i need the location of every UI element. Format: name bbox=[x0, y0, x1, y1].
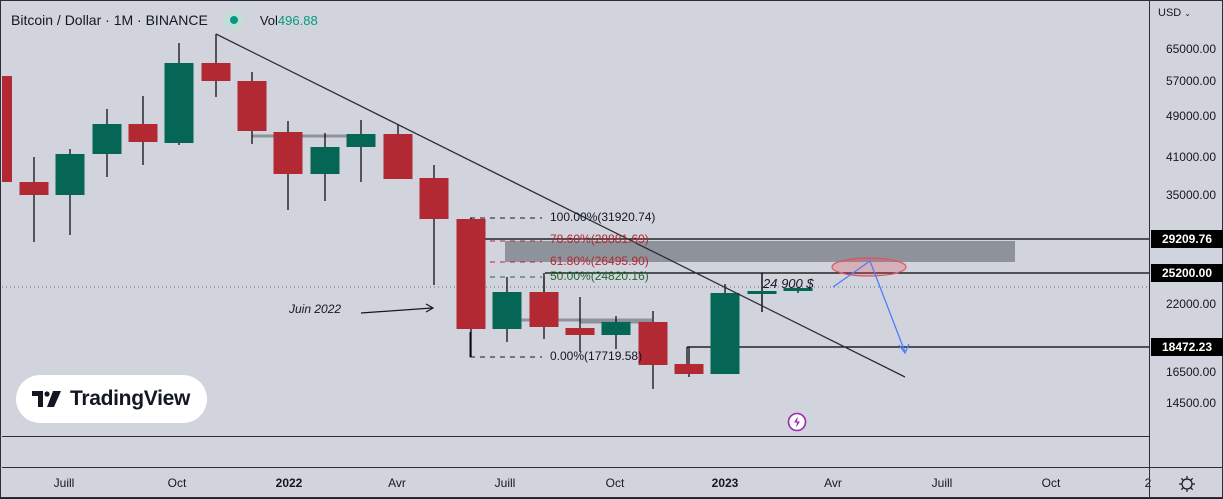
tradingview-logo-text: TradingView bbox=[70, 387, 191, 410]
price-tick: 16500.00 bbox=[1165, 365, 1216, 379]
time-label: 2022 bbox=[275, 476, 303, 490]
candle[interactable] bbox=[128, 124, 158, 142]
price-tick: 49000.00 bbox=[1165, 109, 1216, 123]
time-label: Avr bbox=[824, 476, 842, 490]
time-label: Juill bbox=[53, 476, 75, 490]
candle[interactable] bbox=[565, 328, 595, 335]
symbol-title[interactable]: Bitcoin / Dollar · 1M · BINANCE bbox=[11, 12, 208, 28]
candle[interactable] bbox=[710, 293, 740, 374]
price-tick: 35000.00 bbox=[1165, 188, 1216, 202]
time-label: Avr bbox=[388, 476, 406, 490]
indicator-subpane[interactable] bbox=[2, 436, 1149, 467]
price-tick: 41000.00 bbox=[1165, 150, 1216, 164]
tradingview-logo[interactable]: TradingView bbox=[16, 375, 207, 423]
price-level-tag[interactable]: 25200.00 bbox=[1151, 264, 1223, 282]
candlestick-canvas[interactable] bbox=[2, 2, 1149, 436]
candle[interactable] bbox=[346, 134, 376, 147]
candle[interactable] bbox=[383, 134, 413, 179]
candle[interactable] bbox=[201, 63, 231, 81]
projection-arrow bbox=[832, 259, 906, 353]
time-label: Oct bbox=[167, 476, 187, 490]
juin-2022-annotation[interactable]: Juin 2022 bbox=[289, 302, 342, 316]
fib-level-label[interactable]: 50.00%(24820.16) bbox=[550, 269, 649, 283]
candle[interactable] bbox=[492, 292, 522, 329]
settings-button[interactable] bbox=[1149, 467, 1223, 499]
time-label: Juill bbox=[494, 476, 516, 490]
price-level-tag[interactable]: 29209.76 bbox=[1151, 230, 1223, 248]
lightning-event-icon[interactable] bbox=[787, 412, 807, 432]
candle[interactable] bbox=[674, 364, 704, 374]
resistance-zone bbox=[505, 241, 1015, 262]
candle[interactable] bbox=[19, 182, 49, 195]
volume-label: Vol bbox=[259, 12, 278, 28]
main-chart-pane[interactable]: 100.00%(31920.74) 78.60%(28881.69) 61.80%(… bbox=[2, 2, 1149, 436]
volume-value: 496.88 bbox=[277, 12, 318, 28]
currency-label: USD bbox=[1158, 7, 1182, 19]
price-tick: 22000.00 bbox=[1165, 297, 1216, 311]
price-tick: 14500.00 bbox=[1165, 396, 1216, 410]
time-label: Oct bbox=[605, 476, 625, 490]
candle[interactable] bbox=[273, 132, 303, 174]
candle[interactable] bbox=[310, 147, 340, 174]
tradingview-logo-icon bbox=[32, 391, 61, 407]
time-label: Juill bbox=[931, 476, 953, 490]
candle[interactable] bbox=[419, 178, 449, 219]
price-tick: 57000.00 bbox=[1165, 74, 1216, 88]
price-axis[interactable]: USD ⌄ 65000.00 57000.00 49000.00 41000.00 35… bbox=[1149, 1, 1223, 467]
gear-icon bbox=[1179, 475, 1195, 492]
symbol-legend[interactable]: Bitcoin / Dollar · 1M · BINANCE Vol 496.… bbox=[11, 10, 318, 30]
candle[interactable] bbox=[2, 76, 12, 182]
time-label: 2023 bbox=[711, 476, 739, 490]
currency-selector[interactable]: USD ⌄ bbox=[1158, 7, 1191, 19]
candle[interactable] bbox=[92, 124, 122, 154]
price-level-tag[interactable]: 18472.23 bbox=[1151, 338, 1223, 356]
candle[interactable] bbox=[638, 322, 668, 365]
fib-level-label[interactable]: 78.60%(28881.69) bbox=[550, 232, 649, 246]
time-axis[interactable]: Juill Oct 2022 Avr Juill Oct 2023 Avr Juill Oct 2 bbox=[2, 467, 1152, 498]
target-ellipse bbox=[831, 257, 907, 277]
candle[interactable] bbox=[747, 291, 777, 294]
chevron-down-icon: ⌄ bbox=[1184, 9, 1191, 18]
candle[interactable] bbox=[529, 292, 559, 327]
candle[interactable] bbox=[164, 63, 194, 143]
candle[interactable] bbox=[601, 322, 631, 335]
candle[interactable] bbox=[783, 288, 813, 291]
price-note-annotation[interactable]: 24 900 $ bbox=[763, 276, 814, 291]
candle[interactable] bbox=[237, 81, 267, 131]
fib-level-label[interactable]: 100.00%(31920.74) bbox=[550, 210, 656, 224]
time-label: Oct bbox=[1041, 476, 1061, 490]
fib-level-label[interactable]: 61.80%(26495.90) bbox=[550, 254, 649, 268]
market-status-icon[interactable] bbox=[223, 10, 244, 30]
descending-trendline bbox=[215, 33, 906, 378]
fib-level-label[interactable]: 0.00%(17719.58) bbox=[550, 349, 643, 363]
price-tick: 65000.00 bbox=[1165, 42, 1216, 56]
time-label: 2 bbox=[1144, 476, 1152, 490]
candle[interactable] bbox=[456, 219, 486, 329]
candle[interactable] bbox=[55, 154, 85, 195]
